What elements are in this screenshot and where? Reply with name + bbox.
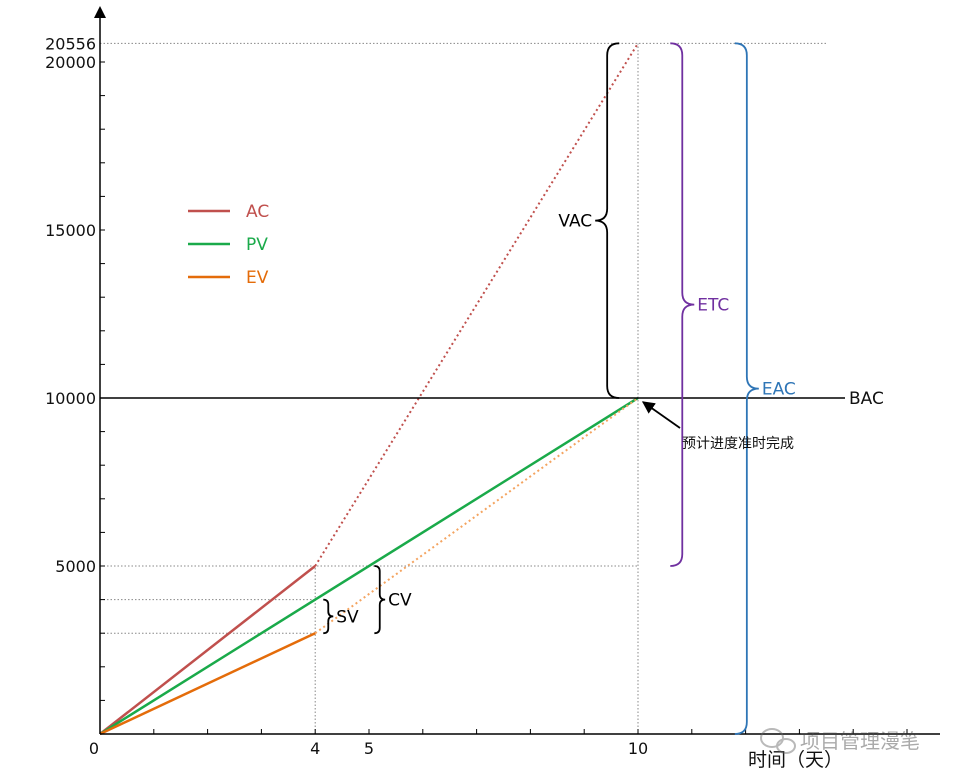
ev-line: [99, 632, 316, 736]
eac-label: EAC: [762, 380, 796, 400]
legend-label-ev: EV: [246, 268, 269, 288]
pv-line: [99, 396, 639, 736]
sv-label: SV: [336, 607, 359, 627]
legend-label-pv: PV: [246, 235, 268, 255]
legend: AC PV EV: [188, 202, 269, 288]
etc-label: ETC: [697, 296, 729, 316]
vac-brace: [595, 42, 620, 399]
series-lines: [99, 42, 639, 736]
watermark: 项目管理漫笔: [760, 728, 920, 754]
y-tick-label: 10000: [45, 389, 96, 408]
x-tick-label: 0: [89, 739, 99, 758]
annotations: 预计进度准时完成: [641, 401, 794, 452]
y-tick-label: 20000: [45, 53, 96, 72]
y-tick-label: 5000: [55, 557, 96, 576]
axes: [94, 5, 940, 735]
legend-label-ac: AC: [246, 202, 269, 222]
x-tick-label: 4: [310, 739, 320, 758]
y-tick-label: 15000: [45, 221, 96, 240]
ac-forecast-line: [314, 42, 639, 567]
ac-line: [99, 565, 316, 735]
ev-forecast-line: [314, 397, 639, 635]
x-tick-label: 10: [628, 739, 648, 758]
vac-label: VAC: [558, 212, 592, 232]
reference-lines: BAC: [100, 389, 884, 409]
x-tick-label: 5: [364, 739, 374, 758]
watermark-text: 项目管理漫笔: [800, 729, 920, 753]
brace-annotations: VAC ETC EAC SV CV: [323, 42, 796, 735]
cv-label: CV: [388, 591, 412, 611]
x-axis-title: 时间（天）: [748, 749, 843, 771]
eac-brace: [734, 42, 759, 735]
bac-label: BAC: [849, 389, 884, 409]
annotation-text: 预计进度准时完成: [682, 436, 794, 452]
cv-brace: [374, 565, 386, 635]
etc-brace: [670, 42, 695, 567]
y-tick-label: 20556: [45, 34, 96, 53]
annotation-arrow: [641, 401, 681, 429]
sv-brace: [323, 598, 334, 635]
guide-lines: [100, 42, 827, 734]
wechat-logo-icon: [760, 728, 796, 754]
